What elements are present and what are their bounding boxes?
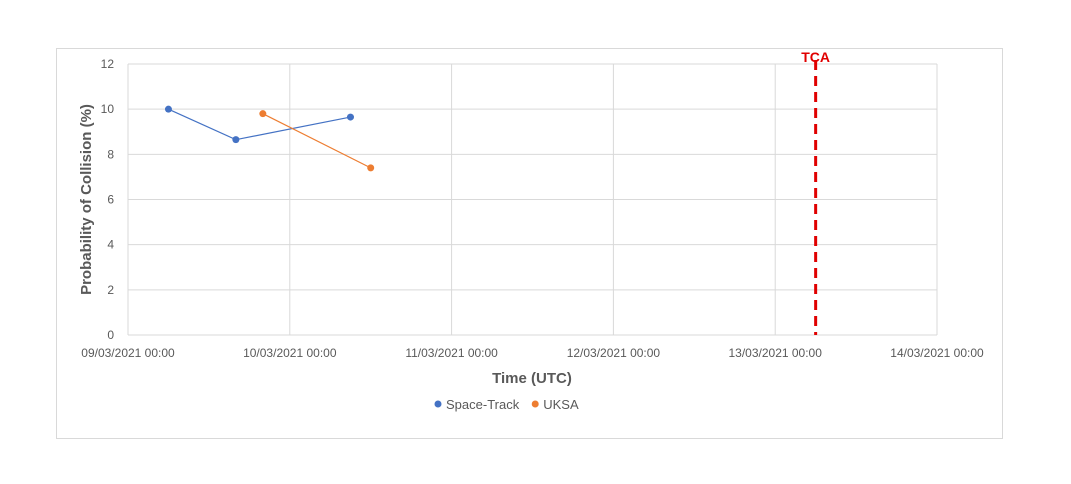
chart-frame [56, 48, 1003, 439]
data-point-space-track [346, 113, 354, 121]
y-tick-label: 6 [107, 193, 114, 207]
tca-label: TCA [801, 49, 830, 65]
data-point-uksa [259, 110, 267, 118]
x-axis-title: Time (UTC) [492, 370, 572, 387]
x-tick-label: 10/03/2021 00:00 [243, 346, 337, 360]
series-line-uksa [262, 113, 371, 169]
x-tick-label: 12/03/2021 00:00 [567, 346, 661, 360]
y-tick-label: 4 [107, 238, 114, 252]
x-tick-label: 13/03/2021 00:00 [728, 346, 822, 360]
data-point-space-track [232, 136, 240, 144]
y-tick-label: 12 [101, 57, 115, 71]
legend-label-uksa: UKSA [543, 397, 579, 412]
legend-marker-uksa [531, 400, 539, 408]
y-tick-label: 10 [101, 102, 115, 116]
y-axis-title: Probability of Collision (%) [78, 104, 95, 295]
x-tick-label: 09/03/2021 00:00 [81, 346, 175, 360]
y-tick-label: 0 [107, 328, 114, 342]
data-point-space-track [164, 105, 172, 113]
legend-marker-space-track [434, 400, 442, 408]
y-tick-label: 8 [107, 147, 114, 161]
x-tick-label: 14/03/2021 00:00 [890, 346, 984, 360]
y-tick-label: 2 [107, 283, 114, 297]
x-tick-label: 11/03/2021 00:00 [405, 346, 498, 360]
legend-label-space-track: Space-Track [446, 397, 520, 412]
data-point-uksa [367, 164, 375, 172]
